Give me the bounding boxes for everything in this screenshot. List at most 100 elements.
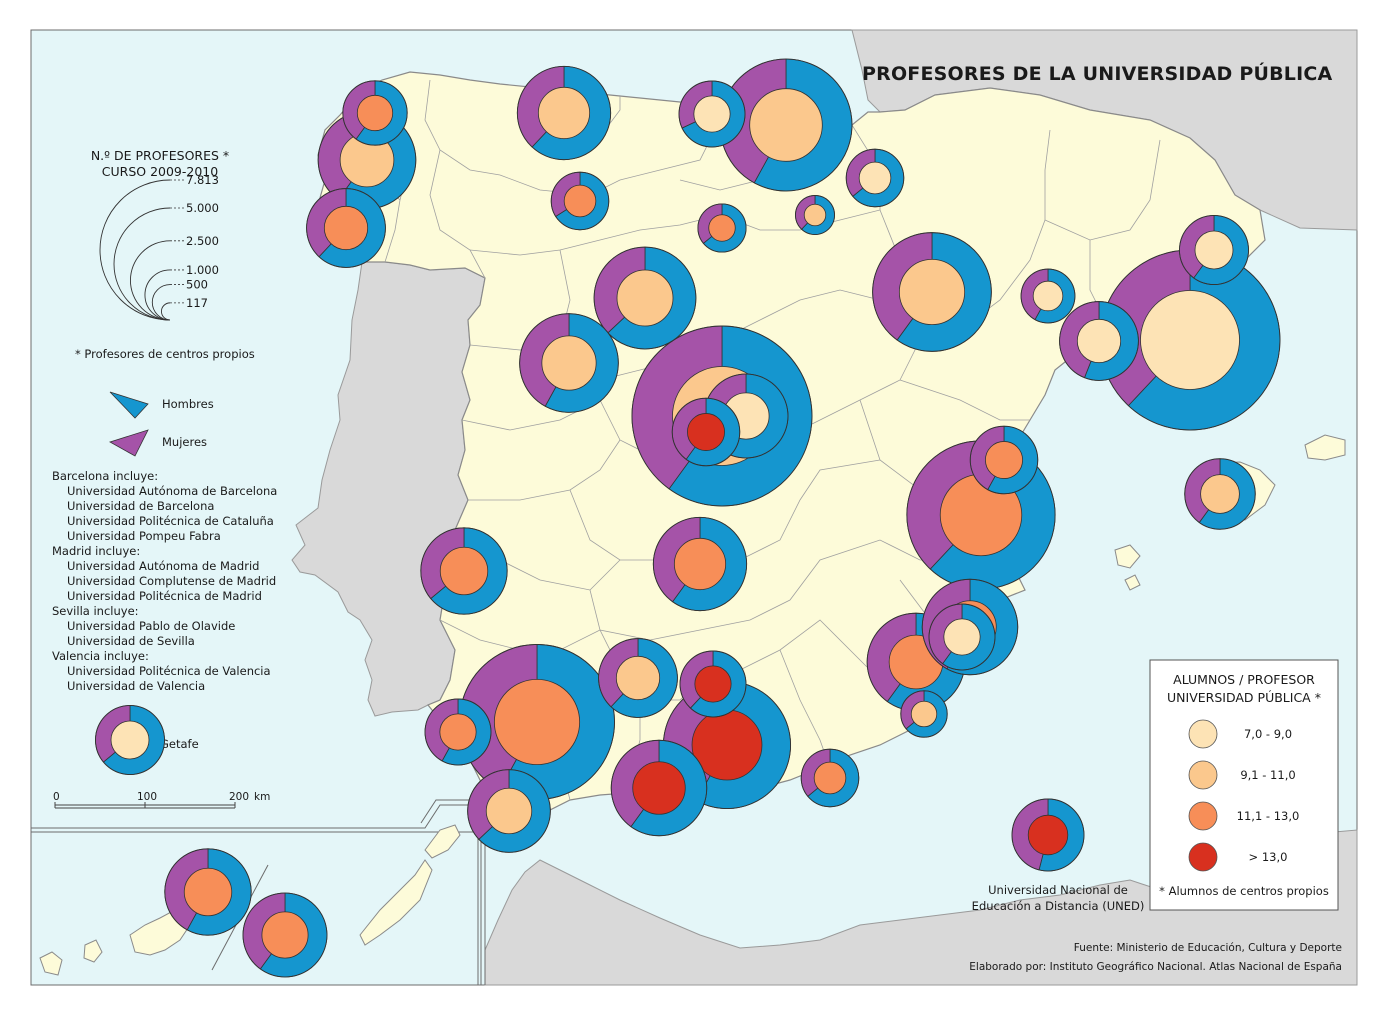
ratio-core — [537, 86, 591, 140]
size-legend-value: 117 — [186, 296, 208, 310]
ratio-core — [1140, 290, 1240, 390]
includes-item: Universidad Complutense de Madrid — [67, 574, 276, 588]
symbol-outline — [800, 748, 860, 808]
ratio-core — [858, 161, 892, 195]
size-legend-value: 1.000 — [186, 263, 219, 277]
size-legend-title-1: N.º DE PROFESORES * — [91, 148, 229, 163]
uned-label-1: Universidad Nacional de — [988, 883, 1128, 897]
symbol-cordoba — [598, 638, 678, 718]
symbol-vigo — [306, 188, 386, 268]
size-legend-arc — [151, 284, 171, 321]
uned-label-2: Educación a Distancia (UNED) — [972, 899, 1145, 913]
ratio-core — [439, 713, 477, 751]
ratio-class-swatch — [1188, 801, 1218, 831]
symbol-outline — [1059, 301, 1139, 381]
ratio-classes: 7,0 - 9,0 9,1 - 11,0 11,1 - 13,0 > 13,0 — [1188, 719, 1300, 872]
symbol-jaen — [679, 650, 747, 718]
symbol-outline — [95, 705, 165, 775]
symbol-outline — [1011, 798, 1085, 872]
includes-item: Universidad Politécnica de Valencia — [67, 664, 271, 678]
symbol-outline — [845, 148, 905, 208]
ratio-core — [183, 867, 233, 917]
ratio-core — [1194, 230, 1234, 270]
ratio-legend-title-2: UNIVERSIDAD PÚBLICA * — [1167, 690, 1321, 705]
symbol-pais-vasco — [719, 58, 853, 192]
includes-item: Universidad de Barcelona — [67, 499, 214, 513]
map-title: PROFESORES DE LA UNIVERSIDAD PÚBLICA — [862, 61, 1332, 85]
symbol-la-laguna — [164, 848, 252, 936]
ratio-class-swatch — [1188, 719, 1218, 749]
symbol-las-palmas — [242, 892, 328, 978]
ratio-core — [356, 94, 394, 132]
ratio-class-swatch — [1188, 760, 1218, 790]
ratio-class-label: > 13,0 — [1249, 850, 1288, 864]
symbol-illes-balears — [1184, 458, 1256, 530]
size-legend-arc — [144, 269, 171, 321]
includes-item: Universidad de Valencia — [67, 679, 205, 693]
includes-item: Universidad Autónoma de Madrid — [67, 559, 259, 573]
symbol-lleida — [1020, 268, 1076, 324]
size-legend-value: 7.813 — [186, 173, 219, 187]
includes-item: Universidad Autónoma de Barcelona — [67, 484, 277, 498]
ratio-core — [439, 546, 489, 596]
symbol-outline — [872, 232, 992, 352]
symbol-almeria — [800, 748, 860, 808]
symbol-huelva — [424, 698, 492, 766]
ratio-core — [632, 761, 686, 815]
ratio-core — [898, 258, 966, 326]
ratio-class-label: 11,1 - 13,0 — [1237, 809, 1300, 823]
symbol-outline — [467, 769, 551, 853]
includes-item: Universidad de Sevilla — [67, 634, 195, 648]
ratio-core — [616, 269, 674, 327]
symbol-outline — [928, 603, 996, 671]
ratio-class-label: 7,0 - 9,0 — [1244, 727, 1292, 741]
symbol-outline — [242, 892, 328, 978]
includes-heading: Barcelona incluye: — [52, 469, 158, 483]
ratio-core — [1032, 280, 1064, 312]
ratio-core — [813, 761, 847, 795]
includes-item: Universidad Pompeu Fabra — [67, 529, 221, 543]
men-label: Hombres — [162, 397, 214, 411]
symbol-outline — [306, 188, 386, 268]
includes-heading: Madrid incluye: — [52, 544, 140, 558]
size-legend-value: 5.000 — [186, 201, 219, 215]
symbol-cadiz — [467, 769, 551, 853]
size-legend-arc — [161, 302, 171, 321]
ratio-core — [985, 441, 1023, 479]
ratio-core — [910, 700, 938, 728]
symbol-outline — [593, 246, 697, 350]
symbol-outline — [697, 203, 747, 253]
symbol-outline — [671, 397, 741, 467]
ratio-core — [261, 911, 309, 959]
ratio-core — [943, 618, 981, 656]
symbol-extremadura — [420, 527, 508, 615]
scale-unit: km — [254, 791, 270, 803]
symbol-girona — [1179, 215, 1249, 285]
ratio-legend-box — [1149, 659, 1339, 911]
symbol-outline — [1020, 268, 1076, 324]
source-text: Fuente: Ministerio de Educación, Cultura… — [1074, 942, 1342, 954]
ratio-core — [708, 214, 736, 242]
symbol-getafe-carlos-iii — [95, 705, 165, 775]
sex-legend: Hombres Mujeres — [108, 391, 214, 457]
symbol-outline — [516, 65, 612, 161]
ratio-core — [563, 184, 597, 218]
size-legend-arc — [130, 240, 171, 321]
symbol-outline — [678, 80, 746, 148]
symbol-cantabria — [678, 80, 746, 148]
symbol-publica-navarra — [845, 148, 905, 208]
ratio-core — [323, 205, 369, 251]
ratio-class-label: 9,1 - 11,0 — [1240, 768, 1295, 782]
size-legend-note: * Profesores de centros propios — [75, 347, 255, 361]
symbol-outline — [342, 80, 408, 146]
ratio-legend: ALUMNOS / PROFESOR UNIVERSIDAD PÚBLICA *… — [1149, 659, 1339, 911]
symbol-outline — [598, 638, 678, 718]
men-symbol — [109, 391, 149, 419]
symbol-outline — [1179, 215, 1249, 285]
symbol-castilla-la-mancha — [652, 516, 748, 612]
includes-item: Universidad Pablo de Olavide — [67, 619, 235, 633]
symbol-outline — [679, 650, 747, 718]
size-legend-arc — [99, 179, 171, 321]
symbol-rey-juan-carlos — [671, 397, 741, 467]
